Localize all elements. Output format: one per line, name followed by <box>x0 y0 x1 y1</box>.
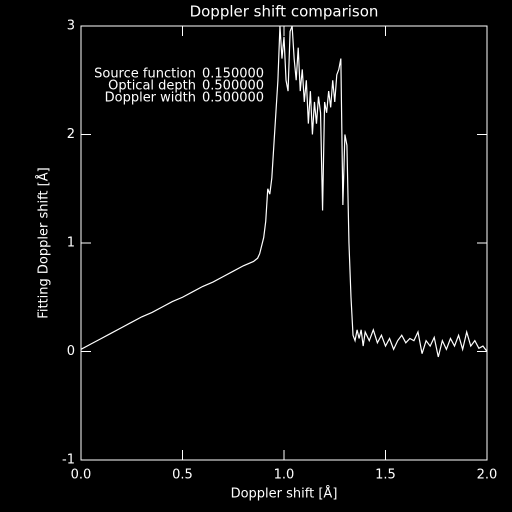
x-tick-label: 1.5 <box>375 468 396 483</box>
annotation-value: 0.500000 <box>202 79 264 94</box>
x-tick-label: 0.5 <box>172 468 193 483</box>
y-tick-label: 1 <box>67 236 75 251</box>
annotation-name: Doppler width <box>105 91 196 106</box>
annotation-value: 0.150000 <box>202 67 264 82</box>
annotation-name: Source function <box>94 67 196 82</box>
y-axis-label: Fitting Doppler shift [Å] <box>36 167 52 318</box>
chart-title: Doppler shift comparison <box>190 3 379 21</box>
annotation-name: Optical depth <box>108 79 196 94</box>
annotation-value: 0.500000 <box>202 91 264 106</box>
x-tick-label: 0.0 <box>71 468 92 483</box>
x-axis-label: Doppler shift [Å] <box>231 486 338 502</box>
y-tick-label: 2 <box>67 127 75 142</box>
y-tick-label: -1 <box>62 453 75 468</box>
data-line <box>81 26 487 358</box>
x-tick-label: 2.0 <box>477 468 498 483</box>
y-tick-label: 3 <box>67 19 75 34</box>
x-tick-label: 1.0 <box>274 468 295 483</box>
y-tick-label: 0 <box>67 344 75 359</box>
